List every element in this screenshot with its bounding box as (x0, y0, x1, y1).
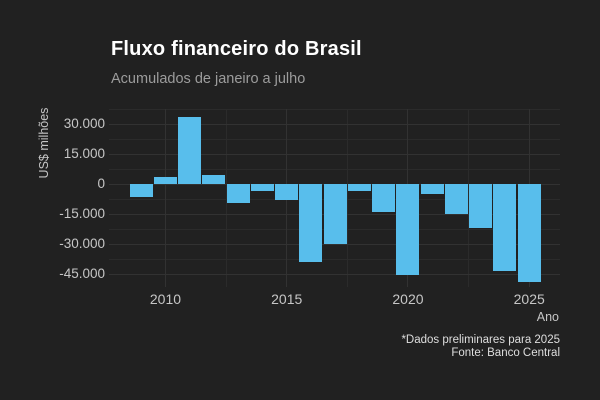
chart-subtitle: Acumulados de janeiro a julho (111, 71, 306, 87)
bar-2019 (372, 184, 396, 213)
bar-2010 (153, 177, 177, 185)
grid-major-y (108, 243, 560, 245)
x-tick-label: 2025 (513, 291, 545, 307)
bar-2013 (226, 184, 250, 204)
grid-major-y (108, 273, 560, 275)
y-axis-title: US$ milhões (37, 107, 51, 179)
bar-2021 (420, 184, 444, 194)
x-tick-label: 2020 (392, 291, 424, 307)
y-tick-label: 0 (97, 176, 105, 192)
x-axis-title: Ano (536, 310, 559, 324)
bar-2020 (396, 184, 420, 275)
bar-2018 (347, 184, 371, 191)
chart-title: Fluxo financeiro do Brasil (111, 38, 362, 60)
bar-2009 (129, 184, 153, 198)
bar-2025 (517, 184, 541, 283)
y-tick-label: -15.000 (59, 206, 105, 222)
y-tick-label: -45.000 (59, 266, 105, 282)
bar-2024 (493, 184, 517, 271)
bar-2017 (323, 184, 347, 245)
x-tick-label: 2010 (149, 291, 182, 307)
bar-2012 (202, 175, 226, 185)
grid-minor-x (225, 109, 227, 287)
grid-minor-y (108, 168, 560, 170)
bar-2014 (250, 184, 274, 191)
y-tick-label: 30.000 (63, 116, 105, 132)
grid-major-y (108, 123, 560, 125)
grid-major-y (108, 153, 560, 155)
bar-2022 (444, 184, 468, 215)
y-tick-label: -30.000 (59, 236, 105, 252)
x-tick-label: 2015 (271, 291, 303, 307)
grid-minor-y (108, 258, 560, 260)
y-tick-label: 15.000 (63, 146, 105, 162)
grid-major-x (164, 109, 166, 287)
chart-caption: *Dados preliminares para 2025 Fonte: Ban… (401, 334, 560, 359)
grid-minor-y (108, 138, 560, 140)
bar-2011 (178, 117, 202, 185)
bar-2023 (469, 184, 493, 229)
grid-minor-x (468, 109, 470, 287)
grid-minor-y (108, 108, 560, 110)
bar-2016 (299, 184, 323, 263)
caption-line-2: Fonte: Banco Central (451, 346, 560, 359)
bar-2015 (275, 184, 299, 201)
caption-line-1: *Dados preliminares para 2025 (401, 334, 560, 346)
grid-minor-x (346, 109, 348, 287)
